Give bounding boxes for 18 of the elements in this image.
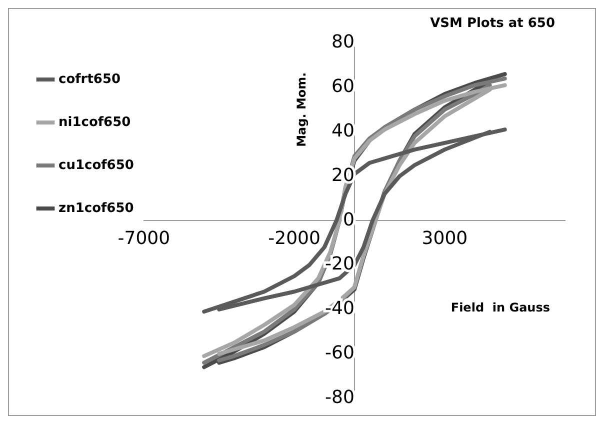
legend-label: cofrt650 xyxy=(58,72,121,87)
y-tick-label: -80 xyxy=(325,386,354,408)
y-tick-label: 60 xyxy=(332,76,354,98)
y-tick-label: 80 xyxy=(332,32,354,53)
y-tick-label: 40 xyxy=(332,120,354,142)
x-tick-label: 3000 xyxy=(422,228,468,250)
y-axis-title: Mag. Mom. xyxy=(294,72,309,147)
y-tick-label: -40 xyxy=(325,298,354,320)
x-tick-label: -2000 xyxy=(268,228,320,250)
x-tick-label: -7000 xyxy=(118,228,170,250)
y-tick-label: -60 xyxy=(325,342,354,364)
legend-label: zn1cof650 xyxy=(58,200,134,216)
legend-label: ni1cof650 xyxy=(58,114,131,130)
chart-title: VSM Plots at 650 xyxy=(430,16,555,31)
legend-label: cu1cof650 xyxy=(58,158,134,173)
y-tick-label: -20 xyxy=(325,254,354,275)
x-axis-title: Field in Gauss xyxy=(450,300,550,315)
y-tick-label: 0 xyxy=(343,209,354,230)
